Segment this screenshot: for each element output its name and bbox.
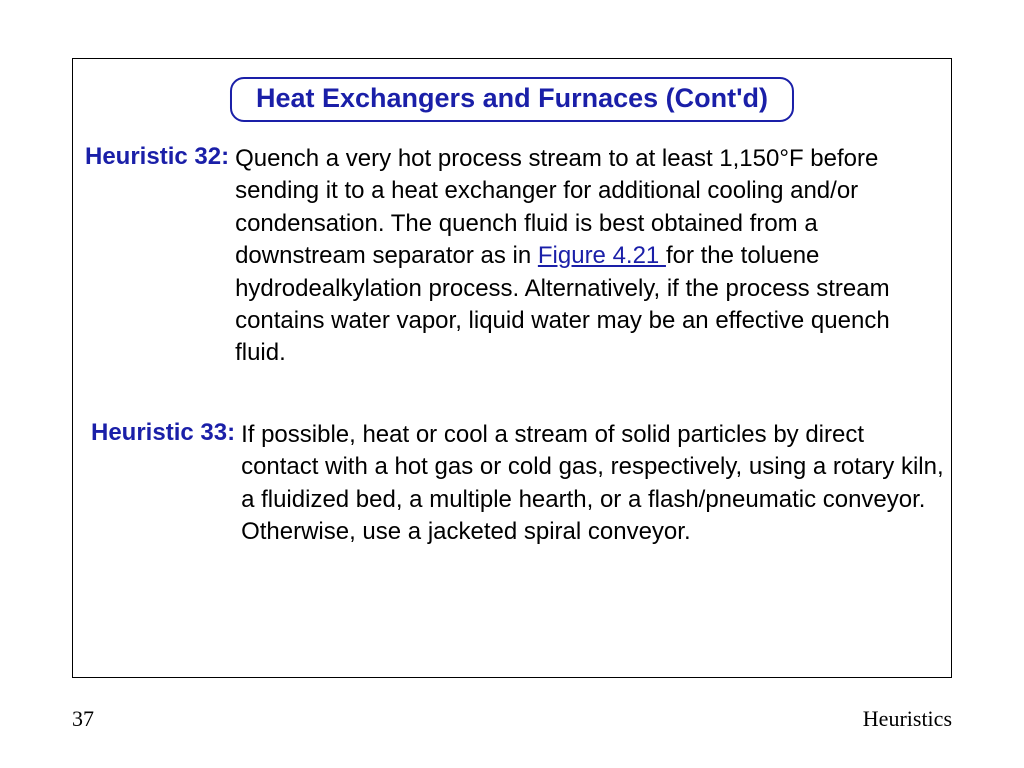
heuristic-32-label: Heuristic 32: (85, 143, 235, 171)
page-number: 37 (72, 706, 94, 732)
slide: Heat Exchangers and Furnaces (Cont'd) He… (0, 0, 1024, 768)
heuristic-32-body: Quench a very hot process stream to at l… (235, 143, 945, 370)
slide-title: Heat Exchangers and Furnaces (Cont'd) (230, 77, 794, 122)
heuristic-33-body: If possible, heat or cool a stream of so… (241, 419, 945, 549)
heuristic-32-block: Heuristic 32: Quench a very hot process … (85, 143, 945, 370)
heuristic-33-label: Heuristic 33: (91, 419, 241, 447)
figure-link[interactable]: Figure 4.21 (538, 242, 666, 269)
content-frame: Heat Exchangers and Furnaces (Cont'd) He… (72, 58, 952, 678)
footer-label: Heuristics (863, 706, 952, 732)
heuristic-33-block: Heuristic 33: If possible, heat or cool … (91, 419, 945, 549)
